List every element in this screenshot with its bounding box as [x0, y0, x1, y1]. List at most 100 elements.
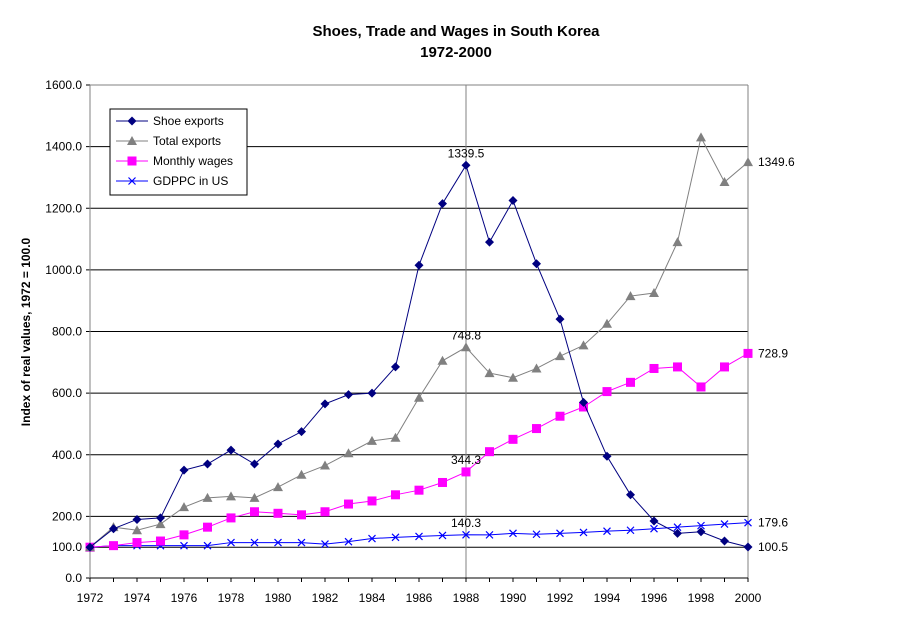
data-point-total-exports	[343, 448, 354, 458]
data-point-shoe-exports	[203, 459, 212, 469]
data-point-shoe-exports	[438, 199, 447, 209]
data-point-monthly-wages	[179, 530, 189, 540]
data-point-shoe-exports	[485, 237, 494, 247]
data-point-total-exports	[226, 491, 236, 501]
data-point-total-exports	[672, 237, 683, 247]
data-point-shoe-exports	[626, 490, 635, 500]
legend-item-shoe-exports: Shoe exports	[116, 114, 224, 128]
data-point-monthly-wages	[673, 362, 682, 372]
data-label: 100.5	[758, 540, 788, 554]
data-point-monthly-wages	[391, 490, 400, 500]
data-point-monthly-wages	[508, 434, 518, 444]
data-point-monthly-wages	[297, 510, 306, 520]
data-point-monthly-wages	[414, 485, 424, 495]
x-tick-label: 1982	[312, 591, 339, 605]
data-point-gdppc-in-us	[274, 538, 282, 547]
data-label: 179.6	[758, 516, 788, 530]
y-tick-labels: 0.0 100.0 200.0 400.0 600.0 800.0 1000.0 1200.0…	[45, 78, 82, 585]
y-tick-label: 1200.0	[45, 201, 82, 215]
data-point-shoe-exports	[461, 160, 471, 170]
data-point-gdppc-in-us	[720, 520, 729, 529]
data-point-total-exports	[649, 287, 659, 297]
data-point-monthly-wages	[532, 424, 541, 434]
data-point-monthly-wages	[743, 348, 753, 358]
data-point-gdppc-in-us	[368, 534, 376, 543]
data-label: 1349.6	[758, 155, 795, 169]
series-total-exports	[85, 132, 753, 552]
data-point-total-exports	[132, 525, 142, 535]
data-point-gdppc-in-us	[650, 524, 658, 533]
legend-label: Shoe exports	[153, 114, 224, 128]
y-tick-label: 1000.0	[45, 263, 82, 277]
data-point-monthly-wages	[132, 538, 142, 548]
legend-marker	[127, 136, 137, 145]
data-point-shoe-exports	[508, 196, 518, 206]
data-point-total-exports	[273, 482, 283, 492]
x-tick-label: 1994	[594, 591, 621, 605]
data-point-shoe-exports	[250, 459, 259, 469]
data-point-gdppc-in-us	[673, 523, 682, 532]
data-point-gdppc-in-us	[297, 538, 306, 547]
x-tick-label: 1996	[641, 591, 668, 605]
legend-label: Monthly wages	[153, 154, 233, 168]
data-point-shoe-exports	[297, 427, 306, 437]
data-point-gdppc-in-us	[203, 541, 212, 550]
data-point-gdppc-in-us	[227, 538, 235, 547]
y-tick-label: 600.0	[52, 386, 82, 400]
data-point-monthly-wages	[720, 362, 729, 372]
y-tick-label: 1400.0	[45, 140, 82, 154]
x-tick-labels: 1972 1974 1976 1978 1980 1982 1984 1986 1988 1990…	[77, 591, 762, 605]
data-point-gdppc-in-us	[485, 530, 494, 539]
data-point-total-exports	[743, 157, 753, 167]
data-point-total-exports	[461, 342, 471, 352]
data-point-monthly-wages	[555, 411, 565, 421]
y-tick-label: 0.0	[65, 571, 82, 585]
data-point-shoe-exports	[132, 514, 142, 524]
data-point-shoe-exports	[156, 513, 165, 523]
data-point-total-exports	[249, 492, 260, 502]
data-point-total-exports	[155, 519, 166, 529]
legend: Shoe exports Total exports Monthly wages GD…	[109, 108, 248, 196]
data-point-monthly-wages	[649, 363, 659, 373]
series-shoe-exports	[85, 160, 753, 552]
data-point-monthly-wages	[626, 377, 635, 387]
data-point-shoe-exports	[109, 524, 118, 534]
data-point-monthly-wages	[461, 467, 471, 477]
data-point-monthly-wages	[109, 541, 118, 551]
data-point-shoe-exports	[344, 390, 353, 400]
data-point-total-exports	[320, 460, 330, 470]
data-point-total-exports	[484, 368, 495, 378]
data-point-monthly-wages	[579, 402, 588, 412]
data-point-shoe-exports	[649, 516, 659, 526]
data-point-shoe-exports	[391, 362, 400, 372]
data-point-monthly-wages	[367, 496, 377, 506]
data-point-gdppc-in-us	[391, 533, 400, 542]
data-point-monthly-wages	[203, 522, 212, 532]
data-point-monthly-wages	[273, 508, 283, 518]
data-point-total-exports	[719, 177, 730, 187]
data-point-total-exports	[602, 318, 612, 328]
data-point-monthly-wages	[320, 507, 330, 517]
x-tick-label: 1978	[218, 591, 245, 605]
x-tick-label: 1990	[500, 591, 527, 605]
x-tick-label: 1984	[359, 591, 386, 605]
data-point-total-exports	[531, 363, 542, 373]
data-point-shoe-exports	[579, 397, 588, 407]
data-point-shoe-exports	[696, 527, 706, 537]
legend-label: GDPPC in US	[153, 174, 228, 188]
data-point-gdppc-in-us	[415, 532, 423, 541]
x-tick-label: 1998	[688, 591, 715, 605]
data-point-total-exports	[367, 435, 377, 445]
data-point-shoe-exports	[743, 542, 753, 552]
data-point-total-exports	[390, 432, 401, 442]
data-point-gdppc-in-us	[603, 527, 611, 536]
data-point-gdppc-in-us	[532, 530, 541, 539]
series-group	[85, 132, 753, 552]
data-point-gdppc-in-us	[509, 529, 517, 538]
data-point-shoe-exports	[367, 388, 377, 398]
data-point-monthly-wages	[156, 536, 165, 546]
data-point-shoe-exports	[179, 465, 189, 475]
legend-item-monthly-wages: Monthly wages	[116, 154, 233, 168]
data-point-shoe-exports	[414, 260, 424, 270]
